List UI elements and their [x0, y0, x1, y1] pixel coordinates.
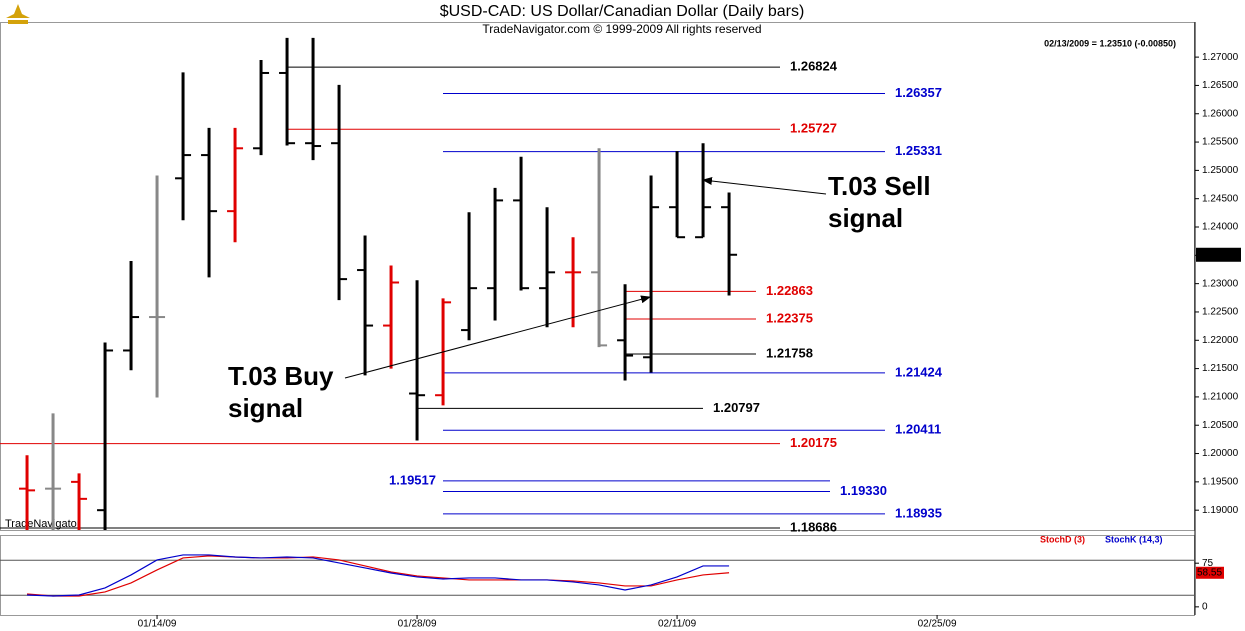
level-label: 1.21758 — [766, 345, 813, 360]
y-tick-label: 1.22000 — [1202, 335, 1239, 346]
y-tick-label: 1.24500 — [1202, 193, 1239, 204]
x-tick-label: 02/25/09 — [918, 619, 957, 630]
y-tick-label: 1.19500 — [1202, 477, 1239, 488]
level-label: 1.22375 — [766, 310, 813, 325]
legend-entry: StochD (3) — [1040, 534, 1085, 544]
y-tick-label: 0 — [1202, 601, 1208, 612]
x-tick-label: 02/11/09 — [658, 619, 697, 630]
y-tick-label: 1.20000 — [1202, 448, 1239, 459]
annotation-text: signal — [828, 203, 903, 233]
level-label: 1.19330 — [840, 483, 887, 498]
chart-subtitle: TradeNavigator.com © 1999-2009 All right… — [482, 22, 761, 36]
y-tick-label: 1.23000 — [1202, 278, 1239, 289]
chart-title: $USD-CAD: US Dollar/Canadian Dollar (Dai… — [440, 3, 805, 20]
level-label: 1.22863 — [766, 283, 813, 298]
legend-entry: StochK (14,3) — [1105, 534, 1163, 544]
level-label: 1.20411 — [895, 422, 941, 437]
price-plot — [0, 37, 885, 530]
annotation-arrow — [702, 177, 827, 195]
level-label: 1.26824 — [790, 59, 838, 74]
last-price-box — [1196, 247, 1241, 262]
level-label: 1.18686 — [790, 519, 837, 534]
level-label: 1.25331 — [895, 143, 942, 158]
y-tick-label: 1.19000 — [1202, 505, 1239, 516]
y-tick-label: 1.26000 — [1202, 108, 1239, 119]
level-label: 1.25727 — [790, 121, 837, 136]
annotation-arrow — [344, 295, 651, 379]
level-label: 1.21424 — [895, 364, 943, 379]
annotation-text: T.03 Sell — [828, 171, 931, 201]
level-label: 1.20175 — [790, 435, 837, 450]
y-tick-label: 1.26500 — [1202, 80, 1239, 91]
last-value-box — [1196, 566, 1224, 579]
y-tick-label: 75 — [1202, 558, 1214, 569]
stoch-plot — [0, 554, 1195, 597]
y-tick-label: 1.20500 — [1202, 420, 1239, 431]
annotation-text: signal — [228, 393, 303, 423]
annotation-text: T.03 Buy — [228, 361, 334, 391]
watermark: TradeNavigator — [5, 518, 81, 530]
stoch-line — [27, 554, 730, 597]
info-text: 02/13/2009 = 1.23510 (-0.00850) — [1044, 38, 1176, 48]
stoch-line — [26, 555, 730, 597]
x-tick-label: 01/28/09 — [398, 619, 437, 630]
y-tick-label: 1.25000 — [1202, 165, 1239, 176]
y-tick-label: 1.25500 — [1202, 137, 1239, 148]
last-value-label: 58.55 — [1197, 567, 1222, 578]
level-label: 1.20797 — [713, 400, 760, 415]
last-price-label: 1.23510 — [1197, 249, 1234, 260]
y-tick-label: 1.21000 — [1202, 392, 1239, 403]
y-tick-label: 1.22500 — [1202, 307, 1239, 318]
level-label: 1.26357 — [895, 85, 942, 100]
level-label: 1.19517 — [389, 472, 436, 487]
x-tick-label: 01/14/09 — [138, 619, 177, 630]
y-tick-label: 1.27000 — [1202, 52, 1239, 63]
y-tick-label: 1.21500 — [1202, 363, 1239, 374]
logo — [6, 4, 30, 24]
y-tick-label: 1.24000 — [1202, 222, 1239, 233]
level-label: 1.18935 — [895, 505, 942, 520]
